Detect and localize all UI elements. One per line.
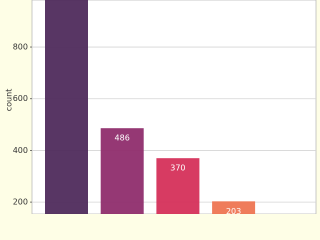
value-label: 486	[115, 134, 130, 143]
chart: count 486 370 203 200 400 600 800	[4, 0, 317, 214]
y-tick-label: 800	[13, 43, 28, 52]
y-tick-label: 400	[13, 146, 28, 155]
bar	[212, 201, 256, 214]
bar	[156, 158, 200, 214]
bar	[100, 128, 144, 214]
y-tick-label: 600	[13, 94, 28, 103]
y-tick-label: 200	[13, 198, 28, 207]
plot: 486 370 203	[32, 0, 316, 214]
y-axis-label: count	[5, 89, 14, 112]
bar	[45, 0, 88, 214]
value-label: 203	[226, 207, 241, 214]
value-label: 370	[170, 164, 185, 173]
